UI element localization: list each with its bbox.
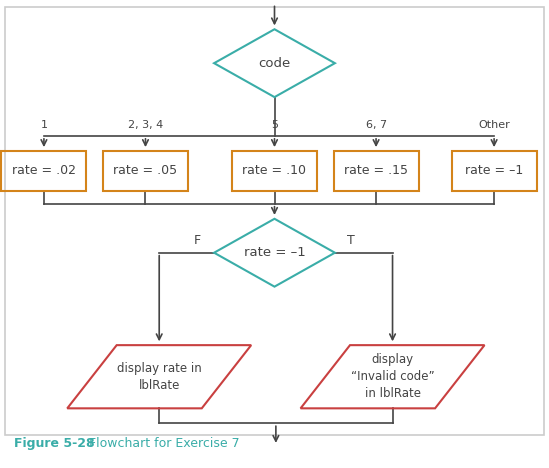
Text: T: T (348, 234, 355, 247)
Bar (451, 151, 537, 190)
Text: Other: Other (478, 120, 510, 130)
Text: rate = .05: rate = .05 (114, 164, 177, 177)
Bar (232, 151, 317, 190)
Text: rate = –1: rate = –1 (465, 164, 523, 177)
Text: rate = .02: rate = .02 (12, 164, 76, 177)
Text: rate = –1: rate = –1 (244, 246, 305, 259)
Bar (2, 151, 87, 190)
Text: code: code (259, 57, 290, 70)
Text: 2, 3, 4: 2, 3, 4 (128, 120, 163, 130)
Text: display rate in
lblRate: display rate in lblRate (117, 362, 201, 392)
Text: rate = .10: rate = .10 (243, 164, 306, 177)
Text: rate = .15: rate = .15 (344, 164, 408, 177)
Bar (334, 151, 419, 190)
Text: 5: 5 (271, 120, 278, 130)
Text: Flowchart for Exercise 7: Flowchart for Exercise 7 (77, 437, 239, 450)
Text: Figure 5-28: Figure 5-28 (14, 437, 94, 450)
Text: F: F (194, 234, 201, 247)
Text: display
“Invalid code”
in lblRate: display “Invalid code” in lblRate (351, 353, 434, 400)
Bar (103, 151, 188, 190)
Text: 6, 7: 6, 7 (366, 120, 386, 130)
Text: 1: 1 (41, 120, 47, 130)
